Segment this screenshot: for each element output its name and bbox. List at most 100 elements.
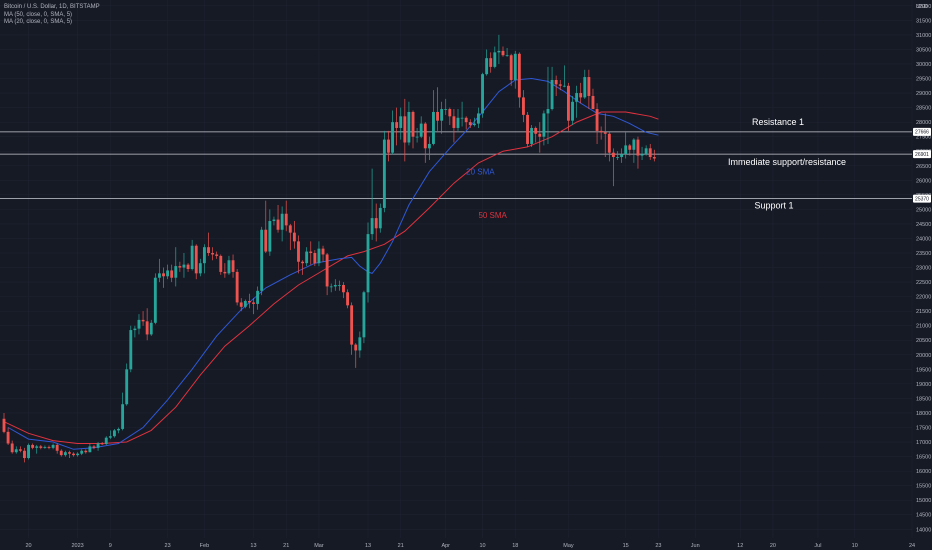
candle-body[interactable] (460, 117, 464, 119)
candle-body[interactable] (571, 101, 574, 121)
candle-body[interactable] (125, 369, 129, 405)
candle-body[interactable] (337, 284, 341, 286)
candle-body[interactable] (472, 123, 476, 126)
candle-body[interactable] (599, 130, 603, 133)
candle-body[interactable] (567, 85, 570, 121)
candle-body[interactable] (546, 109, 550, 114)
candle-body[interactable] (268, 221, 272, 252)
candle-body[interactable] (157, 273, 161, 278)
candle-body[interactable] (644, 148, 648, 155)
candle-body[interactable] (43, 446, 47, 448)
candle-body[interactable] (305, 251, 309, 264)
candle-body[interactable] (292, 232, 296, 242)
candle-body[interactable] (628, 145, 632, 150)
candle-body[interactable] (223, 271, 227, 274)
candle-body[interactable] (366, 234, 370, 293)
candle-body[interactable] (497, 50, 501, 53)
candle-body[interactable] (579, 93, 583, 98)
candle-body[interactable] (198, 263, 202, 274)
candle-body[interactable] (538, 133, 542, 137)
candle-body[interactable] (35, 446, 39, 448)
candle-body[interactable] (166, 270, 170, 277)
candle-body[interactable] (423, 123, 427, 149)
candle-body[interactable] (395, 122, 399, 128)
candle-body[interactable] (522, 97, 525, 115)
candle-body[interactable] (2, 418, 6, 432)
candle-body[interactable] (149, 322, 153, 335)
candle-body[interactable] (55, 444, 59, 451)
candle-body[interactable] (530, 127, 534, 144)
candle-body[interactable] (407, 111, 411, 143)
candle-body[interactable] (513, 53, 517, 80)
candle-body[interactable] (329, 286, 333, 288)
candle-body[interactable] (452, 116, 456, 128)
candle-body[interactable] (440, 109, 444, 121)
candle-body[interactable] (231, 260, 235, 272)
candle-body[interactable] (550, 79, 554, 110)
candle-body[interactable] (616, 157, 619, 158)
candle-body[interactable] (444, 109, 448, 110)
candle-body[interactable] (562, 85, 566, 87)
candle-body[interactable] (624, 145, 628, 155)
candle-body[interactable] (186, 264, 190, 269)
candle-body[interactable] (652, 157, 656, 159)
candle-body[interactable] (27, 444, 30, 459)
candle-body[interactable] (96, 443, 100, 448)
candle-body[interactable] (632, 139, 636, 150)
candle-body[interactable] (121, 404, 125, 429)
candle-body[interactable] (526, 114, 529, 144)
candle-body[interactable] (575, 93, 579, 102)
candle-body[interactable] (346, 292, 349, 306)
candle-body[interactable] (399, 116, 403, 128)
candle-body[interactable] (247, 300, 251, 303)
candle-body[interactable] (468, 122, 472, 126)
candle-body[interactable] (411, 111, 415, 137)
candle-body[interactable] (108, 436, 112, 438)
candle-body[interactable] (378, 207, 382, 229)
candle-body[interactable] (382, 139, 386, 208)
candle-body[interactable] (362, 292, 366, 338)
candle-body[interactable] (14, 449, 18, 453)
candle-body[interactable] (239, 302, 243, 307)
candle-body[interactable] (88, 446, 92, 453)
candle-body[interactable] (59, 450, 63, 456)
candle-body[interactable] (591, 95, 595, 110)
candle-body[interactable] (419, 123, 423, 137)
candle-body[interactable] (6, 431, 10, 444)
candle-body[interactable] (485, 58, 489, 75)
candle-body[interactable] (517, 53, 521, 98)
candle-body[interactable] (415, 136, 419, 138)
candle-body[interactable] (481, 74, 484, 114)
candle-body[interactable] (133, 328, 137, 331)
candle-body[interactable] (100, 443, 104, 445)
candle-body[interactable] (182, 264, 186, 268)
candle-body[interactable] (264, 229, 268, 252)
candle-body[interactable] (243, 300, 247, 307)
candle-body[interactable] (558, 84, 562, 86)
candle-body[interactable] (342, 284, 345, 293)
candle-body[interactable] (309, 251, 313, 254)
candle-body[interactable] (260, 229, 264, 291)
candle-body[interactable] (141, 319, 145, 322)
candle-body[interactable] (153, 277, 157, 323)
candle-body[interactable] (464, 117, 468, 123)
candle-body[interactable] (620, 154, 624, 158)
candle-body[interactable] (489, 58, 493, 67)
candle-body[interactable] (301, 261, 305, 264)
candle-body[interactable] (333, 284, 337, 287)
candle-body[interactable] (354, 344, 358, 351)
candle-body[interactable] (313, 253, 317, 264)
candle-body[interactable] (68, 452, 71, 454)
candle-body[interactable] (76, 453, 80, 456)
candle-body[interactable] (436, 111, 439, 121)
candle-body[interactable] (587, 77, 591, 96)
candle-body[interactable] (350, 305, 354, 345)
candle-body[interactable] (252, 302, 255, 304)
candle-body[interactable] (391, 122, 394, 153)
candle-body[interactable] (276, 219, 280, 230)
candle-body[interactable] (72, 453, 75, 456)
candle-body[interactable] (640, 154, 644, 156)
candle-body[interactable] (178, 266, 182, 268)
candle-body[interactable] (227, 260, 231, 274)
